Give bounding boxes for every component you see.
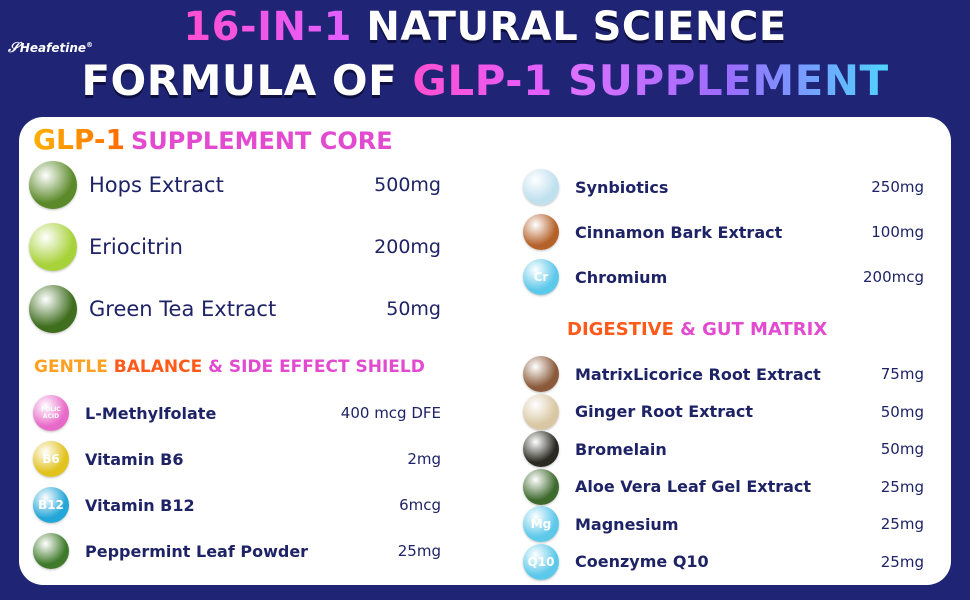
ingredient-dose: 500mg <box>374 174 441 196</box>
peppermint-icon <box>33 533 69 569</box>
ingredient-row: Green Tea Extract 50mg <box>29 285 441 333</box>
digestive-heading: DIGESTIVE & GUT MATRIX <box>567 319 827 340</box>
ingredient-row: Q10 Coenzyme Q10 25mg <box>523 540 924 584</box>
ingredient-row: Cinnamon Bark Extract 100mg <box>523 210 924 254</box>
ingredient-name: MatrixLicorice Root Extract <box>575 364 821 384</box>
ingredient-row: Aloe Vera Leaf Gel Extract 25mg <box>523 465 924 509</box>
magnesium-icon: Mg <box>523 506 559 542</box>
ingredient-row: Synbiotics 250mg <box>523 165 924 209</box>
licorice-icon <box>523 356 559 392</box>
ingredient-name: Synbiotics <box>575 177 669 197</box>
cinnamon-icon <box>523 214 559 250</box>
gentle-heading-a: GENTLE <box>34 357 108 377</box>
ingredient-name: Ginger Root Extract <box>575 402 754 421</box>
digestive-heading-a: DIGESTIVE <box>567 319 674 340</box>
aloe-vera-icon <box>523 468 559 505</box>
lime-icon <box>29 223 77 271</box>
ingredient-dose: 200mcg <box>862 268 924 286</box>
ingredient-row: Eriocitrin 200mg <box>29 223 441 271</box>
ingredient-dose: 75mg <box>880 365 924 383</box>
folic-acid-icon: FOLIC ACID <box>33 395 69 431</box>
ingredient-row: Cr Chromium 200mcg <box>523 255 924 299</box>
title-line-1: 16-IN-1 NATURAL SCIENCE <box>0 4 970 50</box>
ingredient-row: Mg Magnesium 25mg <box>523 502 924 546</box>
ingredient-name: Hops Extract <box>89 173 224 197</box>
ingredient-row: B12 Vitamin B12 6mcg <box>33 483 441 527</box>
vitamin-b12-icon: B12 <box>33 487 69 523</box>
ingredient-row: Hops Extract 500mg <box>29 161 441 209</box>
ingredient-dose: 50mg <box>386 298 441 320</box>
ingredient-dose: 100mg <box>871 223 924 241</box>
ingredient-dose: 200mg <box>374 236 441 258</box>
core-heading-glp1: GLP-1 <box>33 123 125 156</box>
ingredient-name: Chromium <box>575 267 668 287</box>
ingredient-dose: 50mg <box>880 402 924 421</box>
ingredient-name: Cinnamon Bark Extract <box>575 222 783 242</box>
ginger-icon <box>523 393 559 430</box>
chromium-icon: Cr <box>523 259 559 295</box>
ingredient-dose: 400 mcg DFE <box>340 404 441 422</box>
ingredient-name: Coenzyme Q10 <box>575 552 709 571</box>
brand-name: Heafetine <box>19 41 87 55</box>
ingredient-row: FOLIC ACID L-Methylfolate 400 mcg DFE <box>33 391 441 435</box>
ingredient-row: Bromelain 50mg <box>523 427 924 471</box>
digestive-heading-b: & GUT MATRIX <box>680 319 828 340</box>
ingredient-dose: 50mg <box>880 440 924 458</box>
core-heading: GLP-1 SUPPLEMENT CORE <box>33 123 393 156</box>
ingredient-dose: 25mg <box>880 515 924 533</box>
brand-logo: 𝒮Heafetine® <box>8 40 94 56</box>
ingredient-name: L-Methylfolate <box>85 403 217 423</box>
ingredient-dose: 25mg <box>397 542 441 560</box>
ingredient-dose: 25mg <box>880 552 924 571</box>
gentle-heading-b: BALANCE <box>113 357 203 377</box>
ingredient-name: Vitamin B12 <box>85 495 195 515</box>
ingredients-card: GLP-1 SUPPLEMENT CORE Hops Extract 500mg Er… <box>19 117 951 585</box>
title-natural-science: NATURAL SCIENCE <box>366 4 787 50</box>
coenzyme-q10-icon: Q10 <box>523 543 559 580</box>
title-count: 16-IN-1 <box>183 4 352 50</box>
gentle-heading: GENTLE BALANCE & SIDE EFFECT SHIELD <box>34 357 425 377</box>
green-tea-icon <box>29 285 77 333</box>
ingredient-name: Magnesium <box>575 514 679 534</box>
title-line-2: FORMULA OF GLP-1 SUPPLEMENT <box>0 56 970 105</box>
ingredient-name: Green Tea Extract <box>89 297 277 321</box>
pineapple-icon <box>523 431 559 467</box>
ingredient-name: Eriocitrin <box>89 235 183 259</box>
core-heading-label: SUPPLEMENT CORE <box>130 127 393 155</box>
gentle-heading-c: & SIDE EFFECT SHIELD <box>208 357 425 377</box>
ingredient-row: B6 Vitamin B6 2mg <box>33 437 441 481</box>
ingredient-dose: 250mg <box>871 178 924 196</box>
ingredient-row: MatrixLicorice Root Extract 75mg <box>523 352 924 396</box>
ingredient-dose: 6mcg <box>399 496 441 514</box>
ingredient-name: Bromelain <box>575 439 667 459</box>
title-glp1: GLP-1 <box>412 56 553 105</box>
hops-icon <box>29 161 77 209</box>
ingredient-dose: 25mg <box>880 477 924 496</box>
synbiotics-icon <box>523 169 559 205</box>
ingredient-row: Ginger Root Extract 50mg <box>523 390 924 434</box>
brand-mark-icon: 𝒮 <box>8 40 19 56</box>
ingredient-name: Vitamin B6 <box>85 449 184 469</box>
ingredient-row: Peppermint Leaf Powder 25mg <box>33 529 441 573</box>
ingredient-name: Aloe Vera Leaf Gel Extract <box>575 477 812 496</box>
ingredient-name: Peppermint Leaf Powder <box>85 541 309 561</box>
title-formula-of: FORMULA OF <box>81 56 398 105</box>
title-supplement: SUPPLEMENT <box>567 56 889 105</box>
vitamin-b6-icon: B6 <box>33 441 69 477</box>
ingredient-dose: 2mg <box>407 450 441 468</box>
